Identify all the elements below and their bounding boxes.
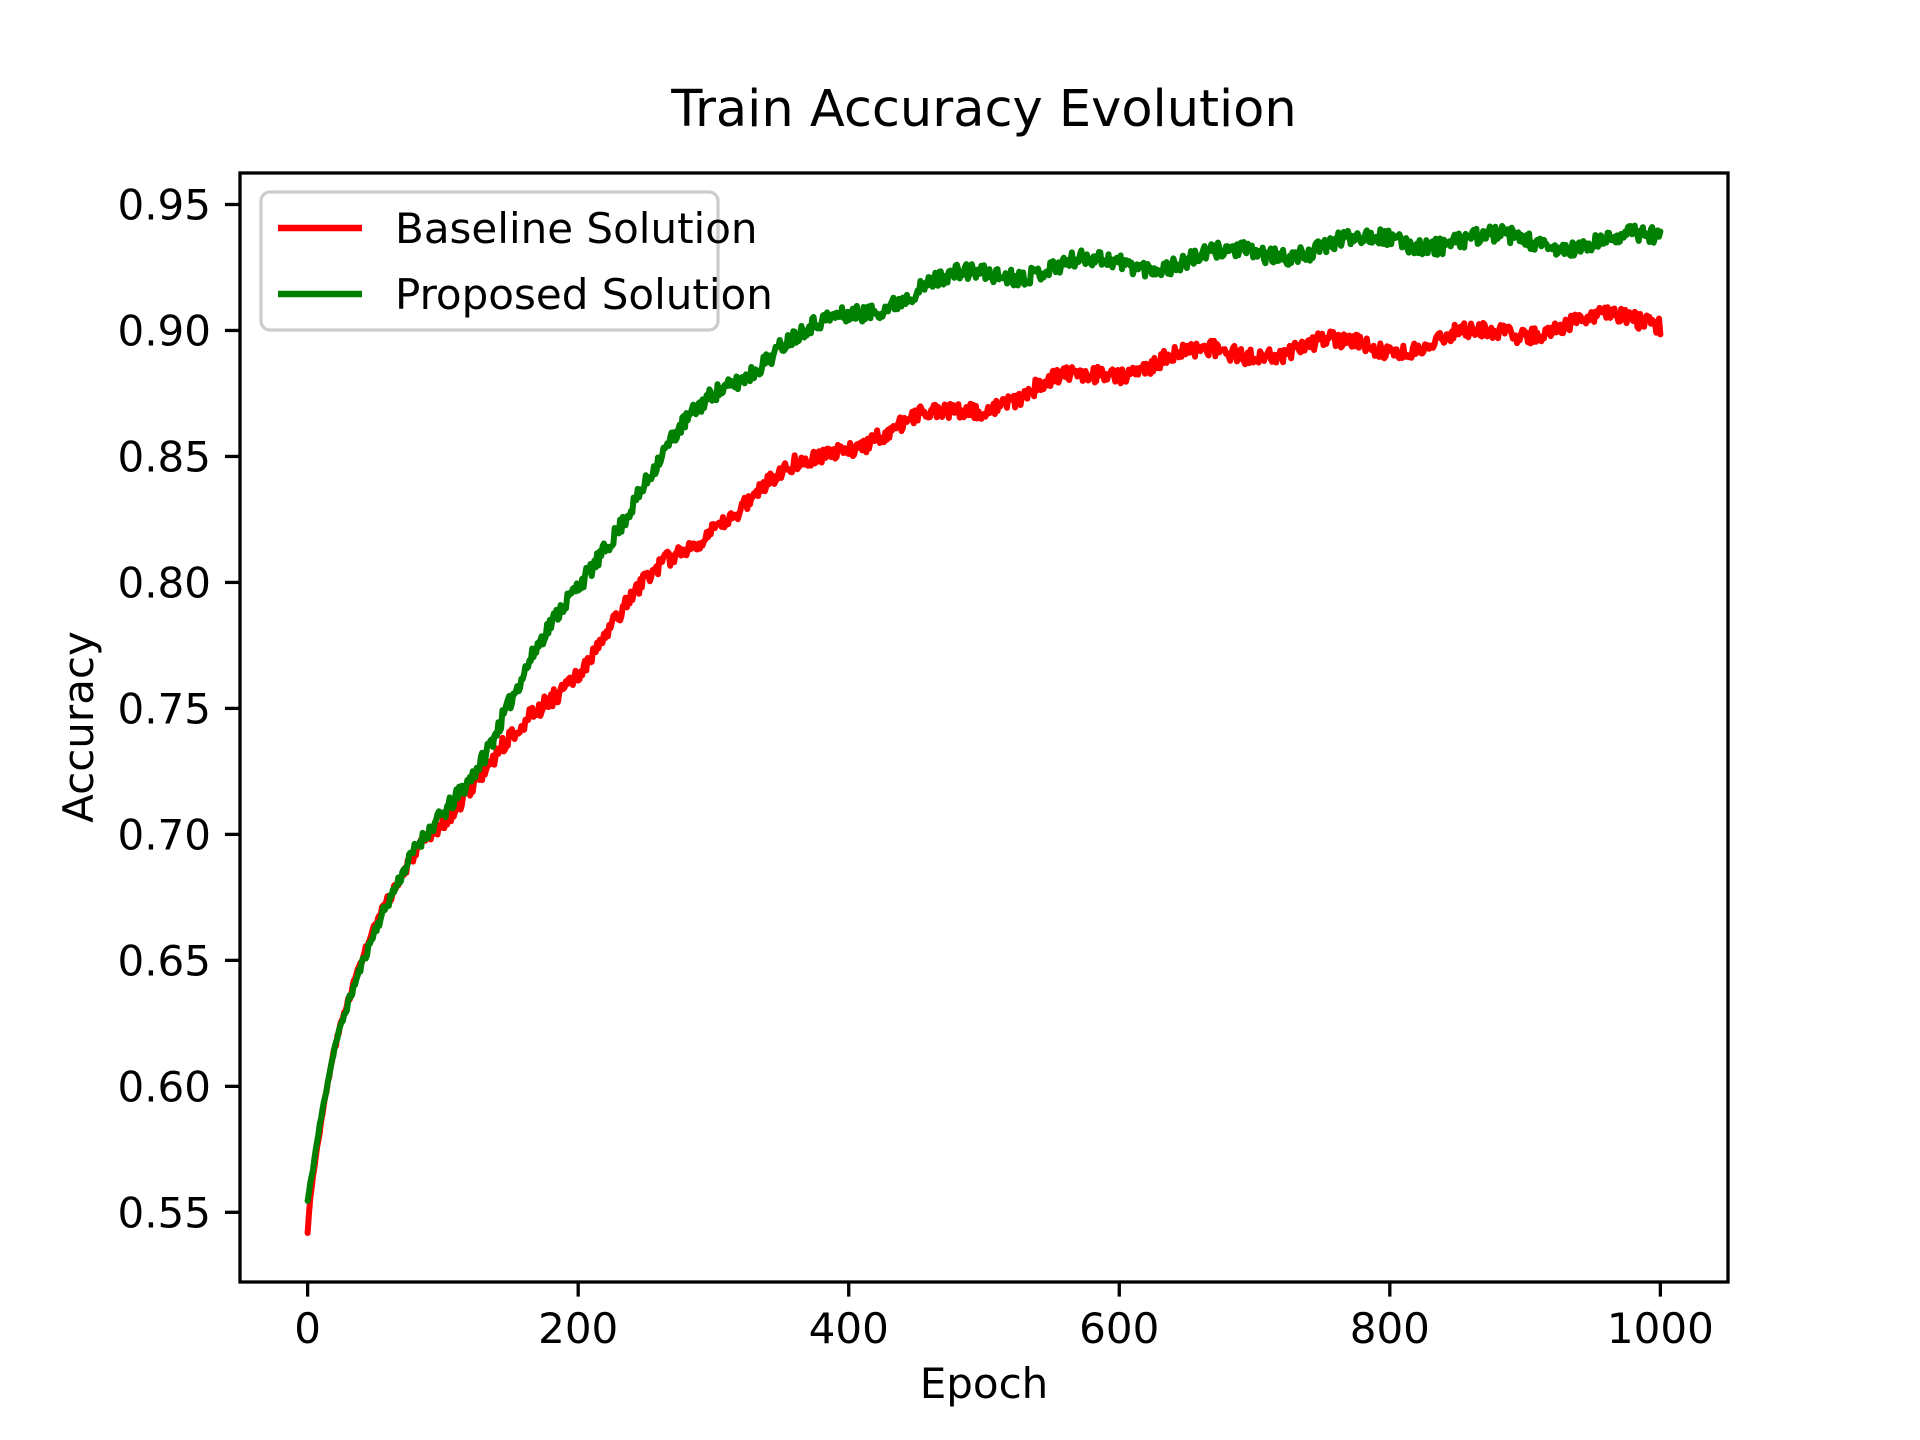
series-layer — [304, 222, 1664, 1236]
x-tick-label-400: 400 — [809, 1304, 889, 1353]
y-tick-label-0.65: 0.65 — [117, 936, 211, 985]
ticks-layer: 0 200 400 600 800 1000 0.55 0.60 0.65 0.70 0.75 0.8… — [117, 180, 1713, 1353]
x-tick-label-600: 600 — [1079, 1304, 1159, 1353]
plot-area-border — [238, 171, 1730, 1284]
y-axis-label: Accuracy — [54, 631, 103, 823]
legend: Baseline Solution Proposed Solution — [259, 190, 773, 332]
y-tick-label-0.85: 0.85 — [117, 432, 211, 481]
y-tick-label-0.9: 0.90 — [117, 306, 211, 355]
legend-label-proposed: Proposed Solution — [395, 270, 773, 319]
proposed-series-line — [304, 222, 1664, 1204]
y-tick-label-0.8: 0.80 — [117, 558, 211, 607]
x-tick-label-1000: 1000 — [1607, 1304, 1714, 1353]
y-tick-label-0.7: 0.70 — [117, 810, 211, 859]
x-tick-label-800: 800 — [1350, 1304, 1430, 1353]
x-axis-label: Epoch — [920, 1359, 1049, 1408]
y-tick-label-0.55: 0.55 — [117, 1188, 211, 1237]
y-tick-label-0.75: 0.75 — [117, 684, 211, 733]
y-tick-label-0.6: 0.60 — [117, 1062, 211, 1111]
legend-box — [259, 190, 720, 332]
y-tick-label-0.95: 0.95 — [117, 180, 211, 229]
x-tick-label-0: 0 — [294, 1304, 321, 1353]
chart-title: Train Accuracy Evolution — [670, 80, 1296, 139]
baseline-series-line — [304, 304, 1664, 1236]
legend-label-baseline: Baseline Solution — [395, 204, 758, 253]
x-tick-label-200: 200 — [538, 1304, 618, 1353]
